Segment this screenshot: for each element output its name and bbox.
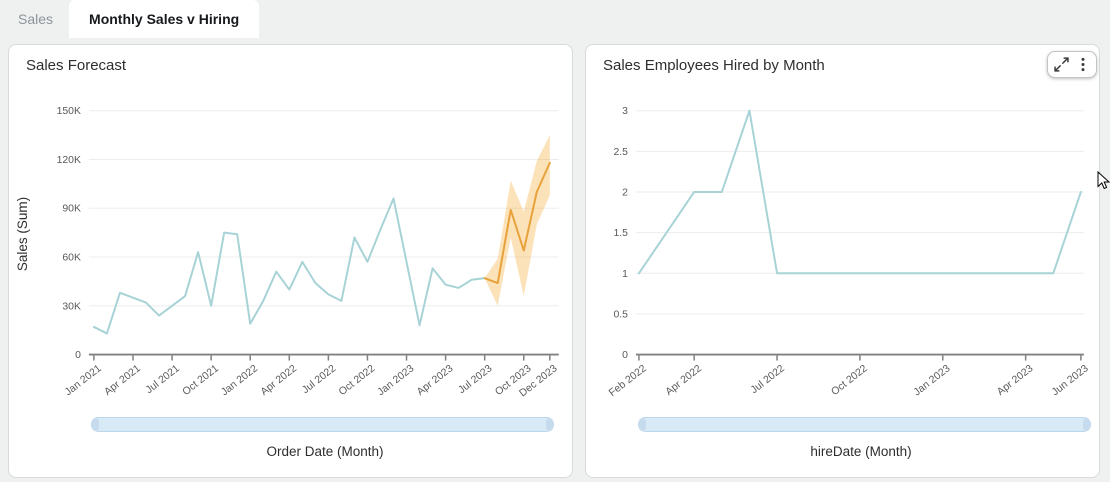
svg-text:Jul 2021: Jul 2021: [144, 363, 182, 396]
svg-text:Apr 2023: Apr 2023: [995, 363, 1035, 398]
series-line-forecast: [483, 161, 551, 285]
svg-text:0: 0: [622, 350, 628, 361]
svg-text:Oct 2022: Oct 2022: [830, 363, 870, 398]
svg-text:60K: 60K: [62, 253, 81, 264]
svg-text:3: 3: [622, 106, 628, 117]
maximize-button[interactable]: [1051, 52, 1072, 77]
kebab-menu-icon: [1081, 57, 1084, 72]
visual-sales-forecast: Sales Forecast Sales (Sum) 0 30K 60K 90K 120…: [8, 44, 573, 478]
svg-text:Apr 2022: Apr 2022: [664, 363, 704, 398]
svg-text:Jan 2023: Jan 2023: [912, 363, 953, 398]
svg-text:Jul 2022: Jul 2022: [300, 363, 338, 396]
chart-title-employees-hired: Sales Employees Hired by Month: [603, 57, 825, 74]
svg-text:1.5: 1.5: [613, 228, 628, 239]
x-axis-title: hireDate (Month): [810, 444, 912, 459]
svg-text:0: 0: [75, 350, 81, 361]
tab-monthly-sales-v-hiring[interactable]: Monthly Sales v Hiring: [69, 0, 260, 38]
svg-text:Jun 2023: Jun 2023: [1050, 363, 1091, 398]
svg-text:Oct 2021: Oct 2021: [181, 363, 221, 398]
svg-text:120K: 120K: [57, 155, 81, 166]
svg-text:Jan 2023: Jan 2023: [376, 363, 417, 398]
tab-sales[interactable]: Sales: [18, 11, 54, 27]
svg-text:Jul 2022: Jul 2022: [749, 363, 787, 396]
svg-text:90K: 90K: [62, 204, 81, 215]
svg-text:Apr 2022: Apr 2022: [259, 363, 299, 398]
svg-text:150K: 150K: [57, 106, 81, 117]
svg-text:Jan 2022: Jan 2022: [219, 363, 260, 398]
svg-text:Jul 2023: Jul 2023: [457, 363, 495, 396]
y-tick-labels: 0 30K 60K 90K 120K 150K: [57, 106, 82, 361]
svg-text:Feb 2022: Feb 2022: [607, 363, 649, 399]
svg-text:Apr 2023: Apr 2023: [415, 363, 455, 398]
x-axis-zoom-scrollbar[interactable]: [638, 417, 1091, 432]
y-gridlines: [88, 110, 559, 307]
x-axis-zoom-scrollbar[interactable]: [91, 417, 554, 432]
x-axis-title: Order Date (Month): [266, 444, 384, 459]
svg-text:Apr 2021: Apr 2021: [103, 363, 143, 398]
y-gridlines: [635, 110, 1084, 315]
svg-text:0.5: 0.5: [613, 309, 628, 320]
svg-text:1: 1: [622, 269, 628, 280]
svg-text:2.5: 2.5: [613, 147, 628, 158]
visual-sales-employees-hired: Sales Employees Hired by Month 0 0.5 1 1.5 2…: [585, 44, 1100, 478]
svg-text:Jan 2021: Jan 2021: [63, 363, 104, 398]
series-line-actual: [92, 197, 486, 335]
tab-bar: Sales Monthly Sales v Hiring: [0, 0, 1110, 38]
series-line-hires: [637, 109, 1082, 275]
x-tick-labels: Feb 2022 Apr 2022 Jul 2022 Oct 2022 Jan 2023…: [607, 355, 1091, 399]
forecast-confidence-band: [484, 135, 550, 306]
employees-hired-chart: 0 0.5 1 1.5 2 2.5 3 Feb 2022 Apr 2022 Jul 2022 Oct…: [607, 106, 1091, 399]
svg-text:Oct 2022: Oct 2022: [337, 363, 377, 398]
svg-text:2: 2: [622, 187, 628, 198]
y-tick-labels: 0 0.5 1 1.5 2 2.5 3: [613, 106, 628, 361]
visual-controls: [1047, 51, 1097, 78]
mouse-cursor: [1097, 171, 1110, 190]
svg-text:30K: 30K: [62, 301, 81, 312]
chart-title-sales-forecast: Sales Forecast: [26, 57, 127, 74]
menu-button[interactable]: [1072, 52, 1093, 77]
expand-arrows-icon: [1054, 57, 1069, 72]
